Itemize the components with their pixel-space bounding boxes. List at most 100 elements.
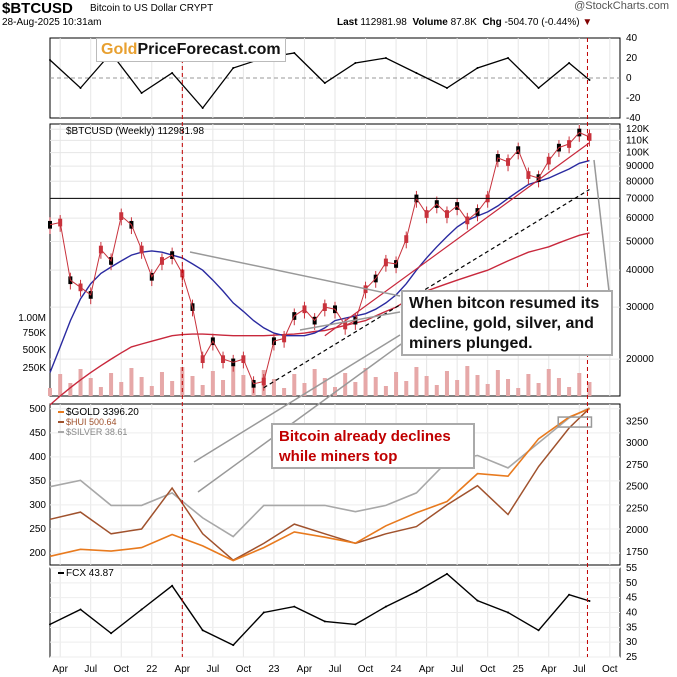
volume-bar — [200, 385, 205, 396]
silver-line — [49, 407, 590, 538]
volume-bar — [98, 387, 103, 396]
fcx-point — [354, 623, 357, 626]
logo-part-priceforecast: PriceForecast.com — [137, 41, 281, 58]
volume-bar — [119, 382, 124, 396]
x-tick-label: Jul — [84, 664, 97, 675]
volume-bar — [221, 380, 226, 396]
metals-right-y-tick: 2500 — [626, 482, 649, 493]
chg-value: -504.70 (-0.44%) — [504, 17, 580, 28]
fcx-point — [384, 605, 387, 608]
last-value: 112981.98 — [360, 17, 407, 28]
volume-bar — [455, 380, 460, 396]
volume-bar — [139, 377, 144, 396]
oscillator-point — [323, 82, 326, 84]
fcx-point — [201, 629, 204, 632]
volume-bar — [231, 366, 236, 396]
volume-bar — [516, 388, 521, 396]
volume-bar — [373, 377, 378, 396]
support-trendline-dashed — [263, 189, 590, 389]
volume-bar — [312, 369, 317, 396]
volume-bar — [424, 376, 429, 396]
fcx-point — [171, 584, 174, 587]
metals-left-y-tick: 400 — [29, 452, 46, 463]
fcx-point — [445, 572, 448, 575]
osc-y-tick: -20 — [626, 93, 641, 104]
x-tick-label: Apr — [52, 664, 68, 675]
btc-y-tick: 110K — [626, 135, 649, 146]
quote-date: 28-Aug-2025 10:31am — [2, 17, 102, 28]
fcx-point — [476, 599, 479, 602]
quote-summary: Last 112981.98 Volume 87.8K Chg -504.70 … — [337, 17, 592, 28]
volume-bar — [159, 372, 164, 396]
x-tick-label: Apr — [541, 664, 557, 675]
volume-bar — [567, 387, 572, 396]
volume-value: 87.8K — [450, 17, 477, 28]
metals-left-y-tick: 250 — [29, 524, 46, 535]
btc-y-tick: 80000 — [626, 176, 654, 187]
x-tick-label: Jul — [451, 664, 464, 675]
volume-bar — [394, 372, 399, 396]
oscillator-point — [476, 67, 479, 69]
fcx-point — [262, 611, 265, 614]
x-tick-label: 22 — [146, 664, 158, 675]
fcx-y-tick: 55 — [626, 563, 638, 574]
btc-panel-label: $BTCUSD (Weekly) 112981.98 — [66, 126, 204, 137]
oscillator-point — [507, 57, 510, 59]
fcx-y-tick: 50 — [626, 578, 638, 589]
last-label: Last — [337, 17, 358, 28]
volume-bar — [363, 368, 368, 396]
x-tick-label: Jul — [329, 664, 342, 675]
callout-pointer-line — [197, 341, 405, 493]
x-tick-label: Oct — [602, 664, 618, 675]
down-arrow-icon: ▼ — [582, 17, 593, 28]
volume-bar — [78, 369, 83, 396]
metals-right-y-tick: 3000 — [626, 438, 649, 449]
fcx-point — [537, 629, 540, 632]
oscillator-point — [384, 57, 387, 59]
x-tick-label: 23 — [268, 664, 280, 675]
volume-bar — [444, 371, 449, 396]
btc-y-tick: 20000 — [626, 354, 654, 365]
volume-bar — [577, 373, 582, 396]
volume-bar — [302, 383, 307, 396]
volume-bar — [282, 388, 287, 396]
fcx-point — [323, 620, 326, 623]
symbol-title: $BTCUSD — [2, 0, 73, 17]
rising-trendline-red — [324, 142, 590, 337]
oscillator-point — [79, 87, 82, 89]
volume-label: Volume — [412, 17, 448, 28]
volume-bar — [485, 384, 490, 396]
oscillator-point — [171, 72, 174, 74]
metals-right-y-tick: 2750 — [626, 460, 649, 471]
oscillator-point — [232, 67, 235, 69]
fcx-point — [415, 590, 418, 593]
btc-y-tick: 60000 — [626, 213, 654, 224]
oscillator-point — [445, 87, 448, 89]
btc-y-tick: 90000 — [626, 161, 654, 172]
hui-legend-label: $HUI 500.64 — [66, 417, 117, 427]
volume-y-tick: 500K — [23, 345, 47, 356]
tick-labels: Apr Jul Oct 22 Apr Jul Oct 23 Apr Jul Oct 24 Apr Jul O… — [18, 33, 654, 675]
x-tick-label: Jul — [573, 664, 586, 675]
x-tick-label: Oct — [358, 664, 374, 675]
volume-bar — [383, 386, 388, 396]
hui-line — [49, 407, 591, 562]
volume-bar — [48, 388, 52, 396]
volume-bar — [495, 370, 500, 396]
x-tick-label: 24 — [391, 664, 403, 675]
oscillator-point — [415, 72, 418, 74]
gold-line — [49, 407, 590, 562]
fcx-panel-label: FCX 43.87 — [66, 568, 114, 579]
callout-pointer-line — [189, 251, 401, 297]
volume-bar — [210, 371, 215, 396]
brand-logo: GoldPriceForecast.com — [96, 38, 286, 62]
oscillator-point — [293, 52, 296, 54]
symbol-subtitle: Bitcoin to US Dollar CRYPT — [90, 3, 214, 14]
volume-bar — [292, 374, 297, 396]
osc-y-tick: 20 — [626, 53, 638, 64]
volume-bar — [526, 374, 531, 396]
fcx-y-tick: 25 — [626, 652, 638, 663]
oscillator-point — [201, 107, 204, 109]
